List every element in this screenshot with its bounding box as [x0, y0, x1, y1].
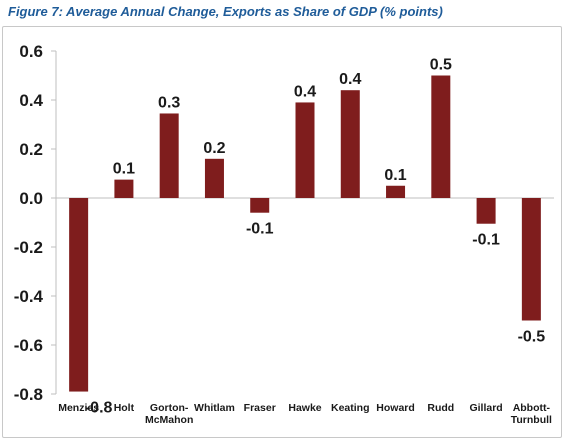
category-label: Gorton- [150, 402, 189, 414]
category-label: Holt [114, 402, 135, 414]
category-label: Hawke [288, 402, 321, 414]
data-label: 0.4 [294, 83, 316, 100]
bar [521, 198, 541, 321]
bars [69, 75, 541, 392]
data-label: 0.1 [113, 161, 135, 178]
y-tick-label: 0.2 [19, 140, 43, 159]
y-tick-label: -0.2 [14, 238, 43, 257]
category-label: Keating [331, 402, 370, 414]
data-label: 0.4 [339, 71, 361, 88]
data-label: -0.1 [472, 232, 500, 249]
category-label: Whitlam [194, 402, 235, 414]
bar [114, 179, 134, 198]
bar [431, 75, 451, 198]
figure-title: Figure 7: Average Annual Change, Exports… [8, 4, 443, 19]
bar [476, 198, 496, 224]
bar [386, 185, 406, 198]
data-label: -0.5 [518, 329, 546, 346]
category-label: Rudd [427, 402, 454, 414]
bar [250, 198, 270, 213]
category-label: Howard [376, 402, 415, 414]
chart-frame [2, 26, 562, 438]
y-tick-label: 0.4 [19, 91, 43, 110]
data-label: -0.8 [85, 400, 113, 417]
data-label: -0.1 [246, 221, 274, 238]
y-tick-label: -0.8 [14, 385, 43, 404]
bar [204, 158, 224, 198]
category-label: Gillard [469, 402, 502, 414]
y-tick-label: 0.0 [19, 189, 43, 208]
y-tick-label: -0.6 [14, 336, 43, 355]
y-tick-label: -0.4 [14, 287, 44, 306]
data-label: 0.2 [203, 140, 225, 157]
bar [295, 102, 315, 198]
category-label: Abbott- [513, 402, 551, 414]
bar [69, 198, 89, 392]
data-label: 0.5 [430, 57, 452, 74]
bar [159, 113, 179, 198]
category-label: McMahon [145, 414, 193, 426]
data-label: 0.3 [158, 94, 180, 111]
data-label: 0.1 [384, 167, 406, 184]
category-label: Fraser [244, 402, 276, 414]
axes: -0.8 -0.6 -0.4 -0.2 0.0 0.2 0.4 0.6 [14, 42, 554, 404]
category-label: Turnbull [511, 414, 552, 426]
y-tick-label: 0.6 [19, 42, 43, 61]
bar [340, 90, 360, 198]
category-label: Menzies [58, 402, 99, 414]
